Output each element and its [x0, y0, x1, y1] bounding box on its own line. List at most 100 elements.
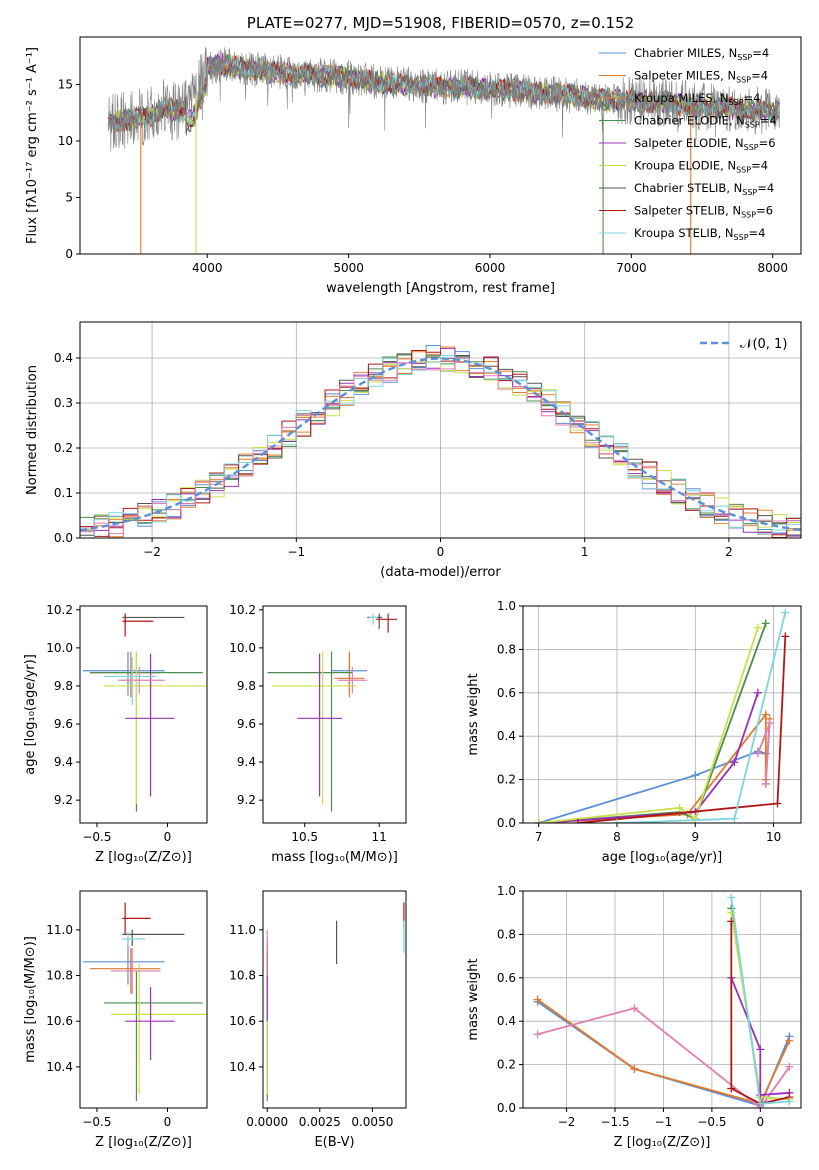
plot-area — [80, 345, 801, 538]
weight-point — [785, 1036, 794, 1045]
weight-point — [730, 758, 739, 767]
x-tick-label: 0 — [164, 1115, 172, 1129]
legend-entry: Kroupa STELIB, NSSP=4 — [634, 226, 765, 242]
x-tick-label: 8 — [613, 830, 621, 844]
weight-point — [573, 819, 582, 823]
y-tick-label: 0.0 — [54, 531, 73, 545]
legend-entry: Chabrier ELODIE, NSSP=4 — [634, 114, 777, 130]
y-tick-label: 0.4 — [54, 351, 73, 365]
weight-point — [756, 1045, 765, 1054]
axes-frame — [522, 890, 802, 1109]
y-axis-label: mass weight — [466, 958, 481, 1040]
x-tick-label: 10.5 — [291, 830, 318, 844]
weight-point — [630, 1004, 639, 1013]
axes-frame — [79, 36, 802, 255]
y-tick-label: 1.0 — [497, 884, 516, 898]
y-tick-label: 10 — [58, 134, 73, 148]
x-tick-label: 6000 — [475, 261, 506, 275]
normal-curve — [80, 357, 801, 532]
x-tick-label: 5000 — [333, 261, 364, 275]
x-tick-label: −0.5 — [697, 1115, 726, 1129]
y-tick-label: 9.2 — [237, 793, 256, 807]
x-tick-label: 0.0050 — [351, 1115, 393, 1129]
weight-series — [538, 627, 759, 823]
x-axis-label: mass [log₁₀(M/M⊙)] — [271, 850, 398, 865]
y-tick-label: 9.6 — [237, 717, 256, 731]
axes-frame — [262, 605, 407, 824]
weight-point — [785, 1097, 794, 1106]
weight-point — [727, 1084, 736, 1093]
weight-series — [730, 921, 790, 1105]
y-tick-label: 10.2 — [46, 603, 73, 617]
panel-2: −0.5 0 9.2 9.4 9.6 9.8 10.0 10.2 Z [log₁₀(Z/Z⊙)]… — [23, 603, 208, 865]
weight-series — [730, 977, 790, 1096]
weight-point — [761, 710, 770, 719]
y-tick-label: 0.0 — [497, 1101, 516, 1115]
y-axis-label: mass [log₁₀(M/M⊙)] — [23, 936, 38, 1063]
x-tick-label: 0 — [437, 545, 445, 559]
plot-area — [82, 902, 207, 1102]
axes-frame — [79, 605, 208, 824]
x-axis-label: (data-model)/error — [380, 565, 501, 580]
plot-area — [267, 613, 398, 812]
x-axis-label: E(B-V) — [314, 1135, 354, 1150]
y-tick-label: 9.4 — [54, 755, 73, 769]
weight-point — [773, 799, 782, 808]
y-tick-label: 9.8 — [54, 679, 73, 693]
y-tick-label: 0.3 — [54, 396, 73, 410]
y-tick-label: 10.8 — [46, 969, 73, 983]
panel-6: 0.0000 0.0025 0.0050 10.4 10.6 10.8 11.0 E(B-V) — [229, 890, 407, 1150]
y-axis-label: Flux [fλ10⁻¹⁷ erg cm⁻² s⁻¹ A⁻¹] — [25, 47, 40, 244]
y-tick-label: 0.2 — [54, 441, 73, 455]
x-axis-label: Z [log₁₀(Z/Z⊙)] — [95, 1135, 192, 1150]
y-tick-label: 10.6 — [229, 1014, 256, 1028]
weight-point — [691, 814, 700, 823]
plot-area — [107, 47, 780, 254]
y-tick-label: 0.6 — [497, 971, 516, 985]
y-tick-label: 0.4 — [497, 1014, 516, 1028]
x-tick-label: −2 — [558, 1115, 576, 1129]
weight-point — [753, 688, 762, 697]
weight-point — [785, 1062, 794, 1071]
x-tick-label: 11 — [372, 830, 387, 844]
x-tick-label: −1 — [287, 545, 305, 559]
y-axis-label: mass weight — [466, 673, 481, 755]
x-tick-label: 2 — [725, 545, 733, 559]
residual-histogram — [80, 361, 801, 531]
y-tick-label: 0.4 — [497, 729, 516, 743]
x-tick-label: 0 — [756, 1115, 764, 1129]
y-tick-label: 10.0 — [46, 641, 73, 655]
axes-frame — [522, 605, 802, 824]
weight-point — [533, 995, 542, 1004]
weight-point — [533, 1030, 542, 1039]
y-tick-label: 9.4 — [237, 755, 256, 769]
y-tick-label: 10.8 — [229, 969, 256, 983]
y-tick-label: 0.2 — [497, 1058, 516, 1072]
x-tick-label: 1 — [581, 545, 589, 559]
axes-frame — [262, 890, 407, 1109]
legend-entry: Salpeter STELIB, NSSP=6 — [634, 204, 773, 220]
y-tick-label: 10.2 — [229, 603, 256, 617]
y-tick-label: 9.6 — [54, 717, 73, 731]
plot-area — [533, 893, 794, 1108]
weight-point — [756, 1099, 765, 1108]
weight-point — [630, 1064, 639, 1073]
x-tick-label: 10 — [766, 830, 781, 844]
axes-frame — [79, 890, 208, 1109]
weight-series — [538, 692, 759, 823]
y-tick-label: 11.0 — [229, 923, 256, 937]
legend-entry: Chabrier STELIB, NSSP=4 — [634, 181, 774, 197]
x-axis-label: wavelength [Angstrom, rest frame] — [326, 281, 555, 296]
x-tick-label: 0 — [164, 830, 172, 844]
axes-frame — [79, 321, 802, 539]
x-axis-label: age [log₁₀(age/yr)] — [602, 850, 723, 865]
weight-point — [727, 893, 736, 902]
y-tick-label: 0.1 — [54, 486, 73, 500]
panel-1: −2 −1 0 1 2 0.0 0.1 0.2 0.3 0.4 (data-model)/error… — [25, 321, 802, 580]
plot-area — [534, 608, 790, 823]
y-tick-label: 10.4 — [46, 1060, 73, 1074]
chart-title: PLATE=0277, MJD=51908, FIBERID=0570, z=0… — [247, 14, 634, 32]
x-tick-label: −1.5 — [600, 1115, 629, 1129]
observed-spectrum — [108, 47, 780, 152]
y-tick-label: 0.0 — [497, 816, 516, 830]
